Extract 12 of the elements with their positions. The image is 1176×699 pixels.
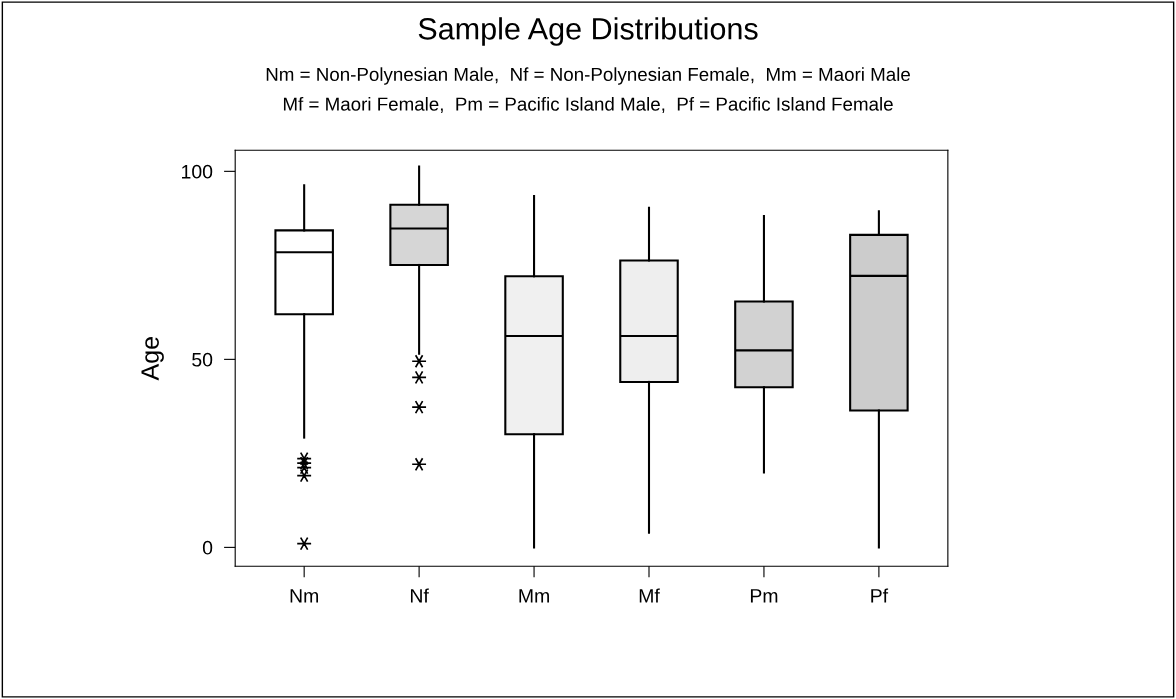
chart-subtitle: Nm = Non-Polynesian Male, Nf = Non-Polynesian Female, Mm = Maori Male Mf = Maori Female, Pm = Pacific Island Male, Pf = Pacific Island Female (266, 67, 910, 113)
x-tick-label: Pf (871, 588, 889, 603)
x-tick-label: Mf (639, 588, 660, 603)
chart-title: Sample Age Distributions (418, 17, 758, 46)
y-tick-label: 100 (182, 164, 213, 179)
y-axis-title: Age (141, 337, 164, 381)
x-tick-label: Nf (410, 588, 429, 603)
x-tick-label: Mm (519, 589, 549, 603)
y-tick-label: 50 (192, 352, 213, 367)
y-tick-label: 0 (202, 540, 213, 555)
x-tick-label: Nm (290, 589, 318, 603)
x-tick-label: Pm (750, 589, 778, 603)
